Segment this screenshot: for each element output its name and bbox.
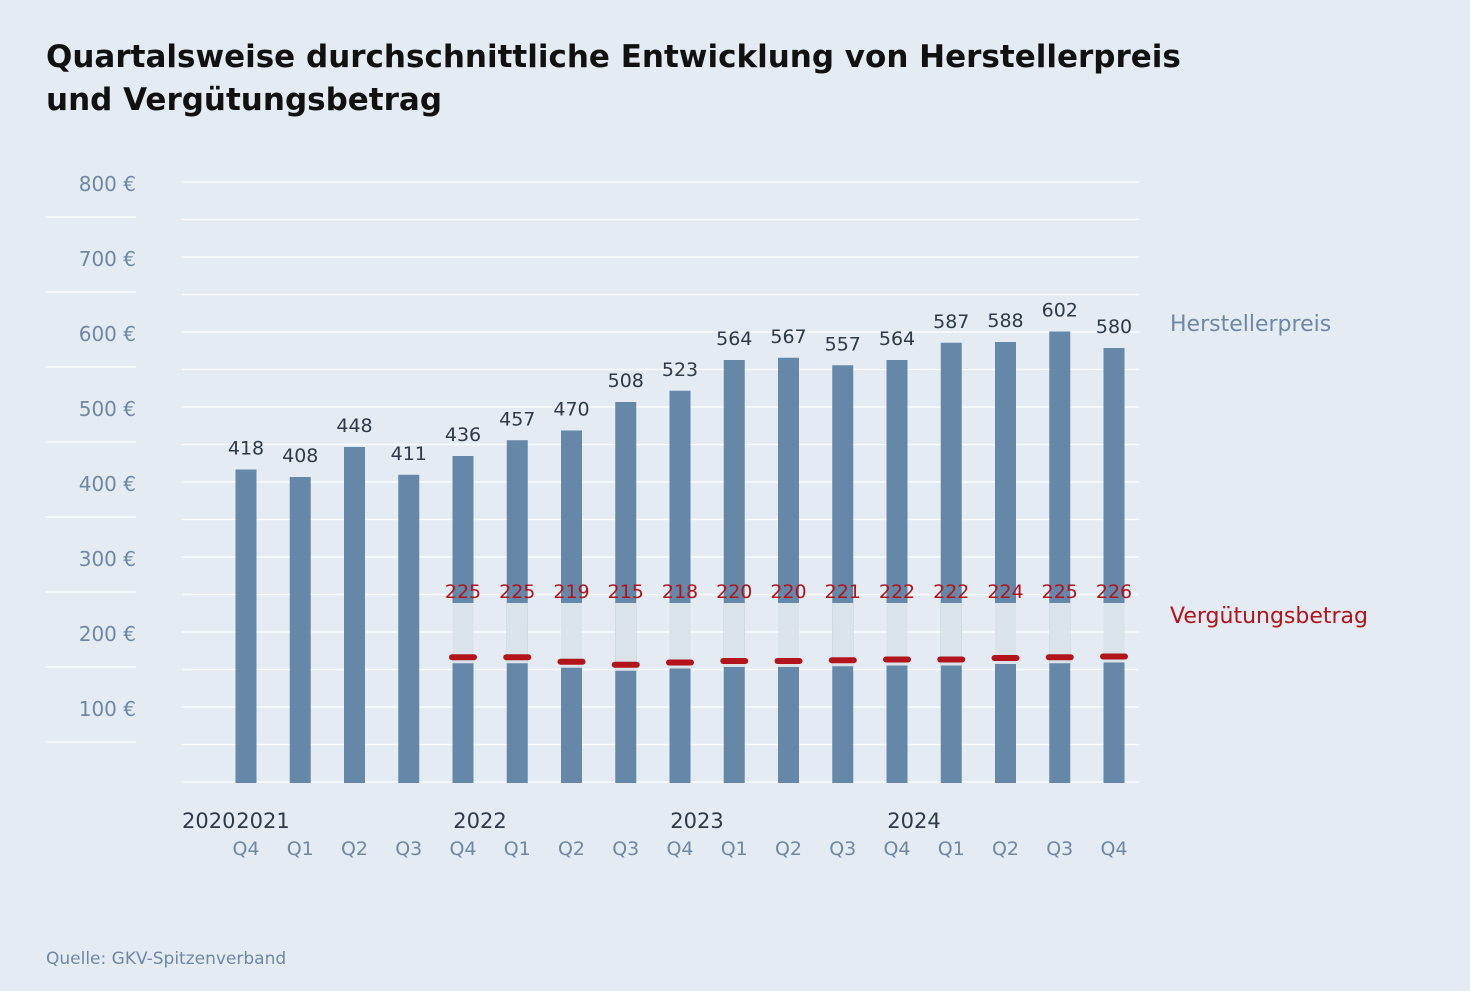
verguetung-value-label: 225 bbox=[499, 581, 535, 603]
marker-backdrop bbox=[452, 603, 474, 664]
bar-herstellerpreis bbox=[615, 402, 637, 783]
verguetung-value-label: 221 bbox=[825, 581, 861, 603]
x-tick-quarter: Q1 bbox=[938, 838, 965, 860]
bar-herstellerpreis bbox=[723, 360, 745, 783]
legend-verguetungsbetrag: Vergütungsbetrag bbox=[1170, 604, 1368, 629]
marker-backdrop bbox=[669, 603, 691, 669]
legend: Herstellerpreis Vergütungsbetrag bbox=[1170, 312, 1368, 629]
y-tick-label: 600 € bbox=[79, 322, 136, 346]
bar-herstellerpreis bbox=[289, 477, 311, 783]
bar-herstellerpreis bbox=[995, 342, 1016, 783]
bar-herstellerpreis bbox=[940, 342, 962, 783]
marker-backdrop bbox=[561, 603, 582, 668]
bar-value-label: 564 bbox=[716, 328, 752, 350]
bar-herstellerpreis bbox=[886, 360, 908, 783]
x-tick-quarter: Q4 bbox=[883, 838, 910, 860]
bar-herstellerpreis bbox=[1049, 331, 1071, 783]
bars: 418 408 448 411 436 457 470 508 523 564 567 557 564 5… bbox=[228, 300, 1132, 783]
marker-backdrop bbox=[506, 603, 528, 664]
x-tick-quarter: Q3 bbox=[1046, 838, 1073, 860]
x-tick-quarter: Q1 bbox=[721, 838, 748, 860]
marker-backdrop bbox=[723, 603, 745, 667]
verguetung-value-label: 225 bbox=[1042, 581, 1078, 603]
gridlines bbox=[182, 181, 1139, 783]
bar-herstellerpreis bbox=[344, 447, 365, 783]
marker-backdrop bbox=[615, 603, 637, 671]
x-tick-quarter: Q2 bbox=[775, 838, 802, 860]
x-tick-quarter: Q3 bbox=[829, 838, 856, 860]
marker-backdrop bbox=[832, 603, 854, 667]
y-tick-label: 500 € bbox=[79, 397, 136, 421]
x-tick-year: 2024 bbox=[887, 809, 940, 833]
marker-backdrop bbox=[940, 603, 962, 666]
bar-value-label: 564 bbox=[879, 328, 915, 350]
x-tick-quarter: Q4 bbox=[449, 838, 476, 860]
y-tick-label: 100 € bbox=[79, 697, 136, 721]
marker-backdrop bbox=[778, 603, 799, 667]
x-tick-quarter: Q2 bbox=[558, 838, 585, 860]
bar-value-label: 588 bbox=[987, 310, 1023, 332]
x-tick-year: 2023 bbox=[670, 809, 723, 833]
verguetung-markers: 225 225 219 215 218 220 220 221 222 222 224 225 226 bbox=[445, 581, 1132, 671]
verguetung-value-label: 219 bbox=[553, 581, 589, 603]
bar-herstellerpreis bbox=[1103, 348, 1125, 783]
bar-value-label: 580 bbox=[1096, 316, 1132, 338]
x-tick-quarter: Q2 bbox=[992, 838, 1019, 860]
y-axis: 800 € 700 € 600 € 500 € 400 € 300 € 200 € 100 € bbox=[46, 172, 136, 743]
bar-value-label: 436 bbox=[445, 424, 481, 446]
bar-herstellerpreis bbox=[778, 357, 799, 783]
marker-backdrop bbox=[886, 603, 908, 666]
bar-value-label: 587 bbox=[933, 311, 969, 333]
bar-herstellerpreis bbox=[235, 469, 257, 783]
x-tick-year: 2022 bbox=[453, 809, 506, 833]
verguetung-value-label: 220 bbox=[716, 581, 752, 603]
verguetung-value-label: 225 bbox=[445, 581, 481, 603]
bar-value-label: 567 bbox=[770, 326, 806, 348]
marker-backdrop bbox=[995, 603, 1016, 664]
marker-backdrop bbox=[1049, 603, 1071, 664]
x-tick-quarter: Q4 bbox=[666, 838, 693, 860]
bar-value-label: 602 bbox=[1042, 300, 1078, 322]
x-tick-year: 2021 bbox=[236, 809, 289, 833]
chart-title: Quartalsweise durchschnittliche Entwickl… bbox=[46, 39, 1181, 118]
x-tick-year: 2020 bbox=[182, 809, 235, 833]
x-tick-quarter: Q1 bbox=[287, 838, 314, 860]
verguetung-value-label: 222 bbox=[933, 581, 969, 603]
verguetung-value-label: 218 bbox=[662, 581, 698, 603]
bar-value-label: 470 bbox=[553, 399, 589, 421]
y-tick-label: 200 € bbox=[79, 622, 136, 646]
verguetung-value-label: 220 bbox=[770, 581, 806, 603]
bar-value-label: 557 bbox=[825, 333, 861, 355]
x-tick-quarter: Q3 bbox=[395, 838, 422, 860]
bar-value-label: 418 bbox=[228, 438, 264, 460]
verguetung-value-label: 222 bbox=[879, 581, 915, 603]
bar-value-label: 523 bbox=[662, 359, 698, 381]
x-tick-quarter: Q4 bbox=[1100, 838, 1127, 860]
x-tick-quarter: Q4 bbox=[232, 838, 259, 860]
y-tick-label: 800 € bbox=[79, 172, 136, 196]
bar-herstellerpreis bbox=[398, 474, 420, 783]
y-tick-label: 400 € bbox=[79, 472, 136, 496]
y-tick-label: 700 € bbox=[79, 247, 136, 271]
source-note: Quelle: GKV-Spitzenverband bbox=[46, 949, 287, 969]
bar-value-label: 411 bbox=[391, 443, 427, 465]
verguetung-value-label: 215 bbox=[608, 581, 644, 603]
verguetung-value-label: 226 bbox=[1096, 581, 1132, 603]
bar-value-label: 448 bbox=[336, 415, 372, 437]
bar-herstellerpreis bbox=[832, 365, 854, 783]
y-tick-label: 300 € bbox=[79, 547, 136, 571]
legend-herstellerpreis: Herstellerpreis bbox=[1170, 312, 1331, 337]
x-tick-quarter: Q3 bbox=[612, 838, 639, 860]
x-tick-quarter: Q2 bbox=[341, 838, 368, 860]
bar-value-label: 408 bbox=[282, 445, 318, 467]
bar-value-label: 508 bbox=[608, 370, 644, 392]
bar-value-label: 457 bbox=[499, 408, 535, 430]
x-tick-quarter: Q1 bbox=[504, 838, 531, 860]
bar-herstellerpreis bbox=[669, 390, 691, 783]
marker-backdrop bbox=[1103, 603, 1125, 663]
verguetung-value-label: 224 bbox=[987, 581, 1023, 603]
